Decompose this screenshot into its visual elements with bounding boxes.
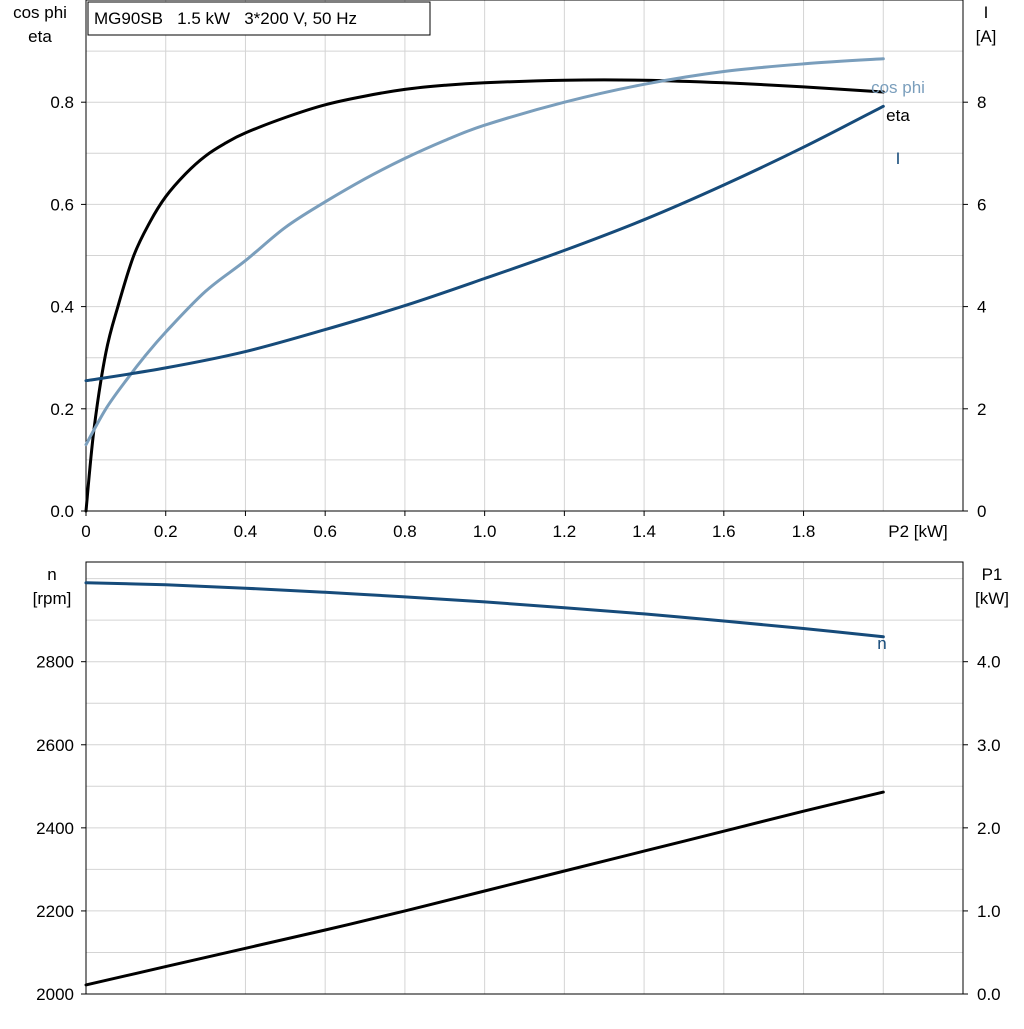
right-tick-label: 3.0 xyxy=(977,736,1001,755)
left-tick-label: 2400 xyxy=(36,819,74,838)
right-tick-label: 1.0 xyxy=(977,902,1001,921)
bottom-right-axis-label-2: [kW] xyxy=(975,589,1009,608)
bottom-left-tick-labels: 2000 2200 2400 2600 2800 xyxy=(36,653,86,1004)
left-tick-label: 0.8 xyxy=(50,93,74,112)
eta-annotation: eta xyxy=(886,106,910,125)
top-series-lines xyxy=(84,57,885,513)
right-tick-label: 6 xyxy=(977,195,986,214)
top-plot-frame xyxy=(85,0,964,512)
series-line-eta xyxy=(84,78,885,513)
bottom-left-axis-label-1: n xyxy=(47,565,56,584)
left-tick-label: 2000 xyxy=(36,985,74,1004)
current-annotation: I xyxy=(896,149,901,168)
top-left-tick-labels: 0.0 0.2 0.4 0.6 0.8 xyxy=(50,93,86,521)
bottom-grid xyxy=(86,562,963,994)
right-tick-label: 2 xyxy=(977,400,986,419)
left-tick-label: 2800 xyxy=(36,653,74,672)
left-tick-label: 0.4 xyxy=(50,298,74,317)
left-tick-label: 2600 xyxy=(36,736,74,755)
right-tick-label: 4 xyxy=(977,298,986,317)
x-tick-label: 0.6 xyxy=(313,522,337,541)
x-tick-label: 1.0 xyxy=(473,522,497,541)
x-tick-label: 1.2 xyxy=(553,522,577,541)
speed-power-panel: 2000 2200 2400 2600 2800 0.0 1.0 2.0 3.0 4.0 n [… xyxy=(33,561,1009,1004)
bottom-right-axis-label-1: P1 xyxy=(982,565,1003,584)
bottom-left-axis-label-2: [rpm] xyxy=(33,589,72,608)
left-tick-label: 0.6 xyxy=(50,195,74,214)
x-tick-label: 0.2 xyxy=(154,522,178,541)
top-left-axis-label-1: cos phi xyxy=(13,3,67,22)
x-tick-label: 1.6 xyxy=(712,522,736,541)
top-right-axis-label-2: [A] xyxy=(976,27,997,46)
top-right-tick-labels: 0 2 4 6 8 xyxy=(963,93,986,521)
x-tick-label: 0 xyxy=(81,522,90,541)
top-x-tick-labels: 0 0.2 0.4 0.6 0.8 1.0 1.2 1.4 1.6 1.8 xyxy=(81,511,815,541)
x-tick-label: 0.4 xyxy=(234,522,258,541)
left-tick-label: 0.0 xyxy=(50,502,74,521)
x-tick-label: 0.8 xyxy=(393,522,417,541)
speed-annotation: n xyxy=(877,634,886,653)
x-tick-label: 1.8 xyxy=(792,522,816,541)
top-x-axis-label: P2 [kW] xyxy=(888,522,948,541)
right-tick-label: 0.0 xyxy=(977,985,1001,1004)
bottom-plot-frame xyxy=(85,561,964,995)
top-grid xyxy=(86,0,963,511)
top-right-axis-label-1: I xyxy=(984,3,989,22)
chart-title-box xyxy=(87,1,431,36)
right-tick-label: 2.0 xyxy=(977,819,1001,838)
series-line-n xyxy=(84,581,885,639)
right-tick-label: 8 xyxy=(977,93,986,112)
chart-title: MG90SB 1.5 kW 3*200 V, 50 Hz xyxy=(94,9,357,28)
bottom-right-tick-labels: 0.0 1.0 2.0 3.0 4.0 xyxy=(963,653,1001,1004)
right-tick-label: 0 xyxy=(977,502,986,521)
left-tick-label: 0.2 xyxy=(50,400,74,419)
x-tick-label: 1.4 xyxy=(632,522,656,541)
series-line-p1 xyxy=(84,790,885,987)
left-tick-label: 2200 xyxy=(36,902,74,921)
bottom-series-lines xyxy=(84,581,885,987)
top-left-axis-label-2: eta xyxy=(28,27,52,46)
right-tick-label: 4.0 xyxy=(977,653,1001,672)
series-line-cos-phi xyxy=(84,57,885,447)
cos-phi-annotation: cos phi xyxy=(871,78,925,97)
efficiency-current-panel: 0 0.2 0.4 0.6 0.8 1.0 1.2 1.4 1.6 1.8 0.00.20.40.… xyxy=(13,0,996,541)
series-line-i xyxy=(84,104,885,383)
